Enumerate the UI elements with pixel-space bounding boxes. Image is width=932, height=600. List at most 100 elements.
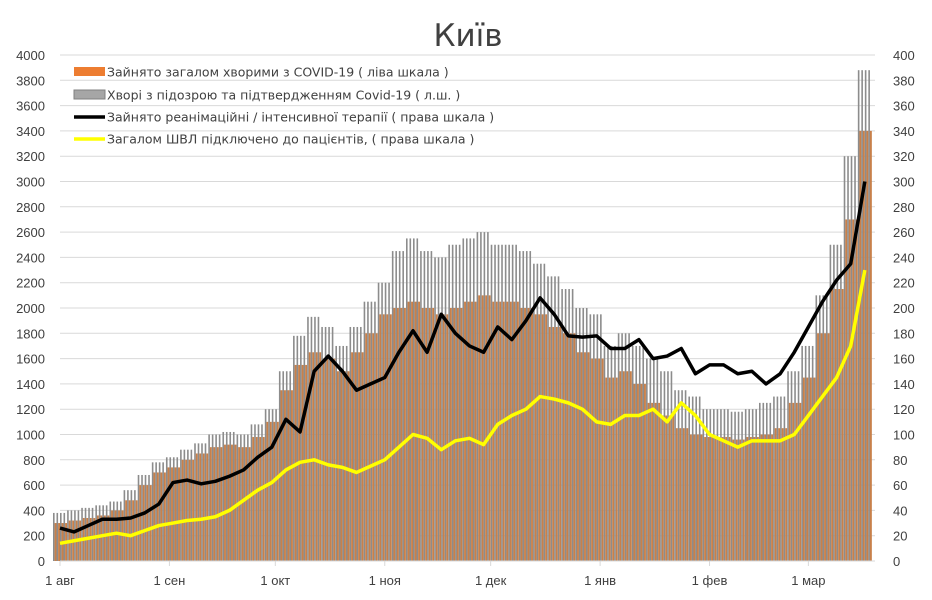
bar-occupied [827,333,830,561]
bar-suspected [208,434,210,561]
bar-suspected [469,238,472,562]
bar-suspected [465,238,468,562]
bar-suspected [681,390,683,561]
bar-suspected [554,276,556,561]
bar-occupied [269,421,272,561]
bar-suspected [367,301,369,561]
bar-suspected [646,358,648,561]
y-left-tick-label: 2400 [16,250,45,265]
bar-suspected [303,335,306,561]
bar-occupied [834,289,837,561]
bar-suspected [395,251,397,561]
bar-suspected [663,371,666,561]
x-tick-label: 1 дек [475,573,507,588]
y-left-tick-label: 2800 [16,200,45,215]
bar-suspected [677,390,680,561]
bar-suspected [744,409,747,561]
bar-suspected [720,409,722,561]
bar-suspected [748,409,750,561]
bar-occupied [640,383,643,561]
bar-suspected [840,244,842,561]
bar-occupied [509,301,512,561]
bar-suspected [487,232,489,561]
y-left-tick-label: 3400 [16,124,45,139]
bar-suspected [441,257,443,561]
bar-suspected [568,289,570,561]
bar-suspected [642,345,645,561]
y-right-tick-label: 0 [893,554,900,569]
bar-occupied [785,428,788,561]
bar-occupied [806,377,809,561]
bar-occupied [107,515,110,561]
bar-suspected [808,345,810,561]
bar-occupied [156,472,159,561]
bar-suspected [338,345,341,561]
bar-occupied [771,434,773,561]
bar-suspected [102,505,104,561]
bar-occupied [347,371,350,561]
bar-suspected [557,276,560,561]
bar-occupied [209,447,212,561]
y-right-tick-label: 320 [893,149,915,164]
bar-occupied [181,459,184,561]
bar-occupied [432,308,435,561]
bar-suspected [314,316,316,561]
bar-occupied [756,437,759,561]
bar-occupied [802,377,805,561]
bar-occupied [541,314,544,561]
bar-suspected [582,308,585,561]
bar-suspected [70,510,73,561]
bar-occupied [262,437,265,561]
bar-suspected [391,251,394,561]
bar-suspected [801,345,803,561]
bar-occupied [767,434,770,561]
bar-suspected [480,232,482,561]
bar-suspected [84,507,87,561]
bar-occupied [382,314,385,561]
bar-suspected [335,345,337,561]
bar-suspected [815,295,818,561]
bar-suspected [723,409,726,561]
bar-suspected [413,238,415,562]
bar-suspected [353,326,355,561]
y-right-tick-label: 20 [893,529,907,544]
bar-suspected [384,282,387,561]
bar-occupied [460,308,463,561]
bar-occupied [375,333,378,561]
bar-occupied [160,472,163,561]
bar-occupied [114,510,117,561]
bar-occupied [202,453,205,561]
bar-occupied [598,358,601,561]
y-left-tick-label: 0 [38,554,45,569]
bar-suspected [317,316,320,561]
bar-occupied [128,500,131,561]
bar-occupied [446,314,449,561]
bar-suspected [141,474,143,561]
bar-occupied [587,352,590,561]
bar-suspected [734,411,736,561]
bar-occupied [400,308,403,561]
bar-suspected [462,238,465,562]
bar-suspected [515,244,517,561]
bar-occupied [781,428,784,561]
bar-occupied [831,289,834,561]
bar-occupied [329,358,332,561]
bar-occupied [312,352,315,561]
bar-occupied [704,437,707,561]
bar-suspected [416,238,419,562]
bar-suspected [194,443,196,561]
bar-occupied [559,326,562,561]
bar-suspected [211,434,214,561]
bar-suspected [804,345,807,561]
bar-suspected [215,434,217,561]
bar-occupied [488,295,491,561]
bar-suspected [857,70,860,562]
bar-suspected [776,396,779,561]
legend-label: Хворі з підозрою та підтвердженням Covid… [107,88,460,103]
bar-occupied [227,444,230,561]
axes: 0200400600800100012001400160018002000220… [16,48,915,588]
bar-occupied [103,515,106,561]
bar-suspected [833,244,835,561]
bar-occupied [612,377,615,561]
